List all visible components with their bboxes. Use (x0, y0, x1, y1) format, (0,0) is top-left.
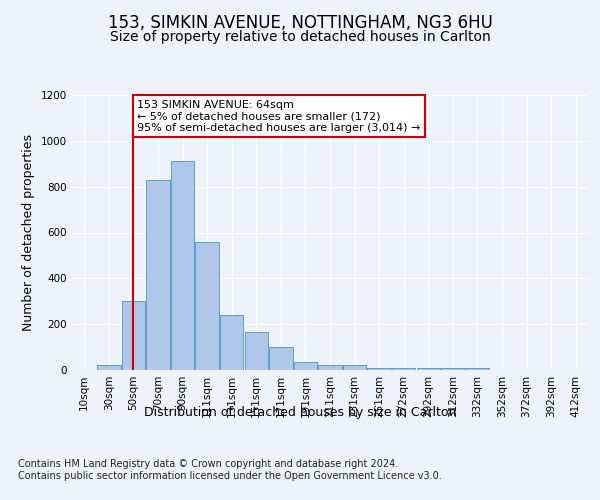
Text: Size of property relative to detached houses in Carlton: Size of property relative to detached ho… (110, 30, 490, 44)
Bar (122, 301, 145, 370)
Text: Distribution of detached houses by size in Carlton: Distribution of detached houses by size … (144, 406, 456, 419)
Bar (294, 362, 317, 370)
Text: 153, SIMKIN AVENUE, NOTTINGHAM, NG3 6HU: 153, SIMKIN AVENUE, NOTTINGHAM, NG3 6HU (107, 14, 493, 32)
Y-axis label: Number of detached properties: Number of detached properties (22, 134, 35, 331)
Bar (220, 315, 244, 370)
Bar (171, 162, 194, 370)
Bar (196, 242, 219, 370)
Bar (343, 366, 366, 370)
Bar (97, 366, 121, 370)
Bar (392, 368, 415, 370)
Bar (245, 332, 268, 370)
Text: Contains public sector information licensed under the Open Government Licence v3: Contains public sector information licen… (18, 471, 442, 481)
Bar (367, 368, 391, 370)
Bar (441, 368, 464, 370)
Bar (146, 180, 170, 370)
Bar (319, 366, 341, 370)
Text: 153 SIMKIN AVENUE: 64sqm
← 5% of detached houses are smaller (172)
95% of semi-d: 153 SIMKIN AVENUE: 64sqm ← 5% of detache… (137, 100, 421, 133)
Bar (466, 368, 489, 370)
Bar (416, 368, 440, 370)
Bar (269, 347, 293, 370)
Text: Contains HM Land Registry data © Crown copyright and database right 2024.: Contains HM Land Registry data © Crown c… (18, 459, 398, 469)
